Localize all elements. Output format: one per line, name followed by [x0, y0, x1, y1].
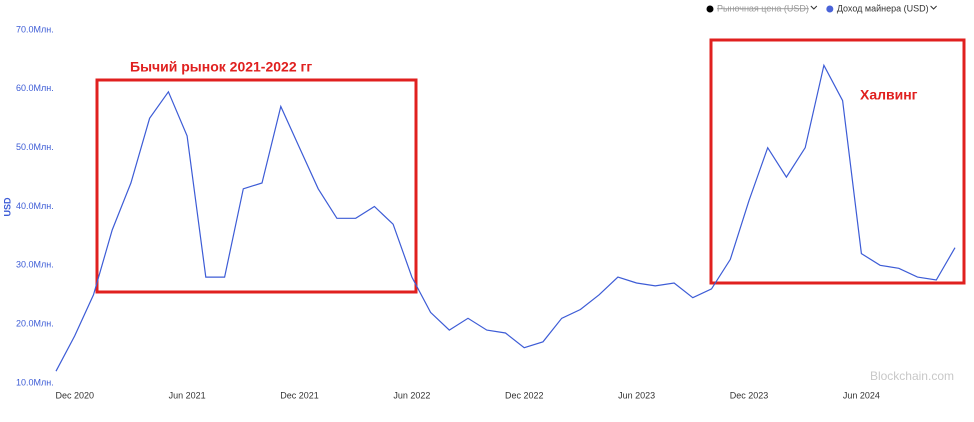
- x-tick-label: Jun 2022: [393, 390, 430, 400]
- y-tick-label: 70.0Млн.: [16, 24, 54, 34]
- x-tick-label: Dec 2021: [280, 390, 319, 400]
- highlight-box: [95, 78, 418, 294]
- y-tick-label: 60.0Млн.: [16, 83, 54, 93]
- x-tick-label: Jun 2024: [843, 390, 880, 400]
- legend-marker: [706, 5, 714, 13]
- y-tick-label: 10.0Млн.: [16, 377, 54, 387]
- y-tick-label: 30.0Млн.: [16, 260, 54, 270]
- y-tick-label: 40.0Млн.: [16, 201, 54, 211]
- y-tick-label: 20.0Млн.: [16, 319, 54, 329]
- x-tick-label: Dec 2023: [730, 390, 769, 400]
- legend-marker: [826, 5, 834, 13]
- annotation: Халвинг: [860, 87, 918, 103]
- legend-dropdown: [930, 5, 937, 10]
- legend-label[interactable]: Доход майнера (USD): [837, 3, 929, 13]
- legend-label[interactable]: Рыночная цена (USD): [717, 3, 809, 13]
- legend-dropdown: [810, 5, 818, 10]
- watermark: Blockchain.com: [870, 369, 954, 383]
- x-tick-label: Jun 2023: [618, 390, 655, 400]
- x-tick-label: Jun 2021: [169, 390, 206, 400]
- data-line: [55, 63, 956, 372]
- y-tick-label: 50.0Млн.: [16, 142, 54, 152]
- highlight-box: [709, 38, 966, 285]
- x-tick-label: Dec 2020: [55, 390, 94, 400]
- x-tick-label: Dec 2022: [505, 390, 544, 400]
- y-axis-label: USD: [2, 197, 12, 217]
- annotation: Бычий рынок 2021-2022 гг: [130, 59, 312, 75]
